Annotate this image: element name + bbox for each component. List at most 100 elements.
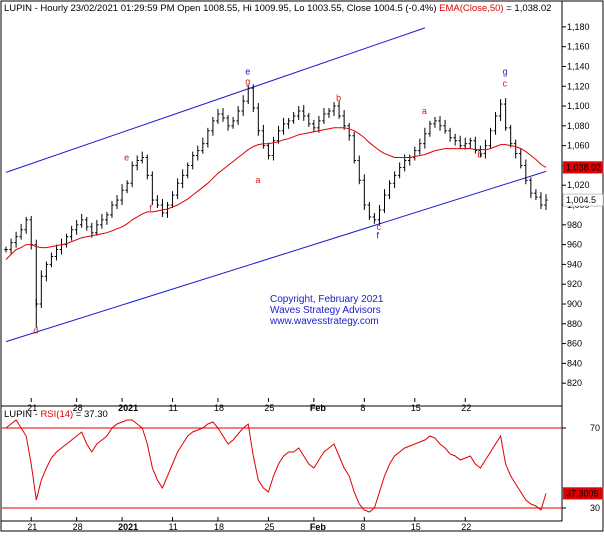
- price-bar: [448, 127, 452, 142]
- rsi-x-tick-label: 22: [461, 522, 471, 532]
- wave-label-g: g: [245, 76, 250, 86]
- price-bar: [473, 136, 478, 154]
- price-bar: [155, 195, 160, 208]
- price-bar: [54, 244, 59, 261]
- price-bar: [125, 180, 129, 194]
- price-bar: [428, 120, 432, 137]
- y-tick-label: 920: [567, 279, 582, 289]
- price-bar: [453, 133, 457, 146]
- price-bar: [508, 124, 513, 148]
- price-bar: [19, 223, 23, 240]
- price-bar: [458, 135, 462, 149]
- price-bar: [327, 108, 331, 118]
- price-bar: [44, 261, 49, 282]
- price-x-tick-label: 2021: [118, 403, 138, 413]
- rsi-y-tick-label: 70: [590, 423, 600, 433]
- price-x-tick-label: 18: [214, 403, 224, 413]
- price-bar: [296, 106, 301, 120]
- price-bar: [362, 174, 367, 210]
- rsi-title-value: = 37.30: [73, 409, 108, 420]
- price-bar: [206, 127, 210, 148]
- price-bar: [216, 109, 220, 124]
- header-ema-label: EMA(Close,50): [439, 3, 503, 14]
- wave-label-e: e: [124, 152, 129, 162]
- ema-last-value-box: [562, 161, 604, 174]
- wave-label-c: c: [503, 78, 508, 88]
- price-bar: [271, 136, 276, 161]
- price-bar: [397, 162, 402, 179]
- close-last-value: 1,004.5: [562, 193, 604, 207]
- price-bar: [347, 122, 351, 141]
- copyright-line3: www.wavesstrategy.com: [269, 316, 379, 327]
- rsi-title-symbol: LUPIN -: [4, 409, 40, 420]
- y-tick-label: 1,160: [567, 42, 590, 52]
- channel-line-2: [5, 170, 547, 343]
- close-last-value-text: 1,004.5: [566, 195, 596, 205]
- copyright-line1: Copyright, February 2021: [270, 294, 384, 305]
- price-bar: [291, 111, 296, 124]
- price-bar: [14, 231, 18, 248]
- copyright-line2: Waves Strategy Advisors: [270, 305, 381, 316]
- rsi-title-name: RSI(14): [40, 409, 73, 420]
- price-bar: [513, 139, 518, 159]
- rsi-x-tick-label: 15: [411, 522, 421, 532]
- price-bar: [438, 115, 442, 131]
- price-bar: [534, 189, 538, 201]
- price-bar: [387, 180, 392, 200]
- price-bar: [357, 155, 362, 185]
- y-tick-label: 1,100: [567, 101, 590, 111]
- rsi-last-value: 37.3005: [562, 487, 604, 500]
- price-bar: [367, 202, 372, 220]
- price-bar: [337, 101, 341, 119]
- price-bar: [382, 189, 387, 213]
- price-bar: [377, 205, 382, 225]
- wave-label-c: c: [376, 222, 381, 232]
- price-bar: [332, 102, 336, 116]
- y-tick-label: 860: [567, 339, 582, 349]
- price-bar: [418, 138, 422, 155]
- header-symbol: LUPIN: [4, 3, 32, 14]
- price-x-tick-label: Feb: [310, 403, 327, 413]
- close-last-value-box: [562, 193, 604, 207]
- price-bar: [519, 148, 523, 169]
- price-bar: [79, 213, 84, 228]
- price-bar: [120, 184, 124, 206]
- ema-last-value-text: 1,038.02: [566, 162, 601, 172]
- rsi-x-tick-label: 11: [169, 522, 178, 532]
- rsi-line: [5, 419, 547, 513]
- rsi-x-tick-label: 25: [264, 522, 274, 532]
- price-bar: [372, 212, 377, 224]
- wave-label-f: f: [376, 231, 379, 241]
- price-bar: [9, 238, 13, 254]
- price-bar: [524, 159, 528, 185]
- price-bar: [160, 199, 165, 217]
- price-bar: [266, 142, 271, 160]
- price-bar: [301, 105, 306, 121]
- rsi-y-tick-label: 30: [590, 503, 600, 513]
- price-bar: [140, 151, 145, 164]
- price-bar: [322, 108, 326, 124]
- y-tick-label: 880: [567, 319, 582, 329]
- price-bar: [433, 116, 437, 128]
- rsi-last-value-text: 37.3005: [566, 488, 599, 498]
- price-bar: [221, 108, 225, 122]
- price-bar: [468, 137, 473, 149]
- price-bar: [503, 98, 508, 131]
- price-bar: [175, 178, 180, 200]
- rsi-layer: LUPIN - RSI(14) = 37.30: [2, 409, 562, 513]
- price-bar: [165, 202, 170, 218]
- y-tick-label: 1,120: [567, 81, 590, 91]
- price-bar: [74, 219, 79, 235]
- price-bar: [180, 169, 185, 189]
- ema-line: [5, 127, 547, 260]
- price-bar: [130, 161, 134, 188]
- price-bar: [251, 84, 256, 112]
- price-bar: [150, 171, 155, 206]
- wave-label-b: b: [336, 93, 341, 103]
- price-bar: [110, 201, 114, 218]
